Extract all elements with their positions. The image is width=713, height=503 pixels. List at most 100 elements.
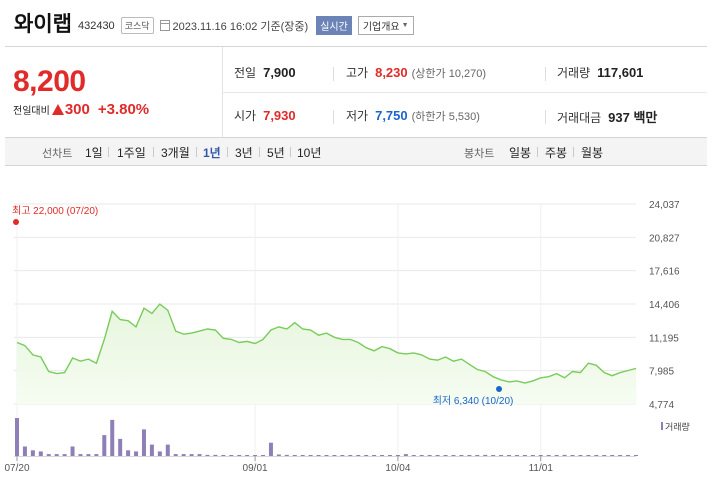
volume-bar (499, 455, 504, 456)
change-percent: +3.80% (97, 101, 150, 118)
volume-bar (459, 455, 464, 456)
volume-bar (618, 455, 623, 456)
volume-bar (126, 450, 131, 456)
low-stat: 저가 7,750 (하한가 5,530) (346, 107, 480, 124)
y-tick-label: 24,037 (649, 200, 680, 211)
separator (573, 147, 574, 157)
volume-bar (546, 455, 551, 456)
period-3y[interactable]: 3년 (235, 146, 253, 160)
volume-legend-swatch (661, 422, 663, 430)
volume-bar (594, 455, 599, 456)
volume-bar (62, 454, 67, 456)
divider (545, 67, 546, 81)
volume-bar (491, 455, 496, 456)
chart-annotations: 최고 22,000 (07/20) 최저 6,340 (10/20) (12, 205, 513, 407)
volume-bar (300, 455, 305, 456)
y-tick-label: 14,406 (649, 300, 680, 311)
separator (108, 147, 109, 157)
x-tick-label: 10/04 (385, 463, 410, 474)
volume-bar (427, 455, 432, 456)
stock-code: 432430 (77, 19, 115, 32)
volume-bar (602, 455, 607, 456)
open-label: 시가 (234, 109, 257, 123)
low-value: 7,750 (375, 108, 408, 123)
candle-chart-label: 봉차트 (464, 148, 495, 160)
change-row: 전일대비 300 +3.80% (13, 101, 149, 118)
volume-bar (578, 455, 583, 456)
volume-bar (411, 455, 416, 456)
separator (537, 147, 538, 157)
volume-bar (22, 446, 27, 456)
price-chart[interactable]: 24,037 20,827 17,616 14,406 11,195 7,985 4,774… (0, 180, 713, 498)
candle-daily[interactable]: 일봉 (509, 146, 532, 160)
prev-close-label: 전일 (234, 66, 257, 80)
period-3m[interactable]: 3개월 (161, 146, 190, 160)
volume-bar (292, 455, 297, 456)
summary-row-divider (223, 92, 707, 93)
volume-bar (372, 455, 377, 456)
divider (545, 110, 546, 124)
current-price: 8,200 (13, 65, 86, 98)
stock-header: 와이랩 432430 코스닥 2023.11.16 16:02 기준(장중) 실… (0, 0, 713, 46)
period-bar: 선차트 1일 1주일 3개월 1년 3년 5년 10년 봉차트 일봉 주봉 월봉 (5, 138, 707, 166)
separator (259, 147, 260, 157)
x-axis-ticks: 07/20 09/01 10/04 11/01 (4, 456, 553, 474)
line-chart-label: 선차트 (42, 148, 73, 160)
period-1w[interactable]: 1주일 (117, 146, 146, 160)
volume-bar (284, 454, 289, 456)
volume-bar (181, 454, 186, 456)
company-overview-button[interactable]: 기업개요 ▼ (357, 16, 414, 35)
price-summary: 8,200 전일대비 300 +3.80% 전일 7,900 고가 8,230 … (5, 46, 707, 138)
volume-bar (78, 454, 83, 456)
volume-bar (364, 455, 369, 456)
quote-timestamp: 2023.11.16 16:02 기준(장중) (172, 20, 309, 33)
low-marker (496, 386, 503, 392)
upper-limit: (상한가 10,270) (411, 68, 487, 80)
lower-limit: (하한가 5,530) (411, 111, 480, 123)
price-area (16, 303, 637, 404)
volume-bar (253, 455, 258, 456)
stock-name[interactable]: 와이랩 (14, 13, 72, 36)
open-stat: 시가 7,930 (234, 107, 296, 124)
volume-bar (451, 455, 456, 456)
x-tick-label: 11/01 (529, 463, 554, 474)
volume-bar (94, 454, 99, 456)
open-value: 7,930 (263, 108, 296, 123)
volume-bar (237, 455, 242, 456)
volume-bar (149, 444, 154, 456)
candle-weekly[interactable]: 주봉 (545, 146, 568, 160)
volume-bar (141, 429, 146, 456)
volume-bar (15, 418, 19, 456)
period-1y[interactable]: 1년 (203, 146, 221, 160)
y-tick-label: 4,774 (649, 400, 674, 411)
x-tick-label: 07/20 (4, 463, 29, 474)
volume-bar (316, 455, 321, 456)
volume-bar (356, 455, 361, 456)
separator (196, 147, 197, 157)
volume-bar (213, 454, 218, 456)
volume-bar (197, 454, 202, 456)
amount-stat: 거래대금 937 백만 (557, 107, 657, 126)
volume-legend-label: 거래량 (665, 421, 690, 432)
volume-bar (483, 454, 488, 456)
realtime-badge[interactable]: 실시간 (316, 16, 352, 35)
divider (333, 110, 334, 124)
candle-monthly[interactable]: 월봉 (581, 146, 604, 160)
amount-label: 거래대금 (557, 111, 602, 125)
low-label: 저가 (346, 109, 369, 123)
period-10y[interactable]: 10년 (297, 146, 322, 160)
up-arrow-icon (51, 104, 64, 115)
volume-bar (522, 455, 527, 456)
volume-bar (102, 435, 107, 456)
price-line (16, 303, 637, 384)
volume-bar (554, 455, 559, 456)
period-5y[interactable]: 5년 (267, 146, 285, 160)
volume-bar (276, 454, 281, 456)
volume-bar (261, 455, 266, 456)
divider (333, 67, 334, 81)
volume-bar (626, 455, 631, 456)
period-1d[interactable]: 1일 (85, 146, 103, 160)
volume-bars: 거래량 (14, 418, 690, 457)
x-tick-label: 09/01 (243, 463, 268, 474)
volume-label: 거래량 (557, 66, 591, 80)
